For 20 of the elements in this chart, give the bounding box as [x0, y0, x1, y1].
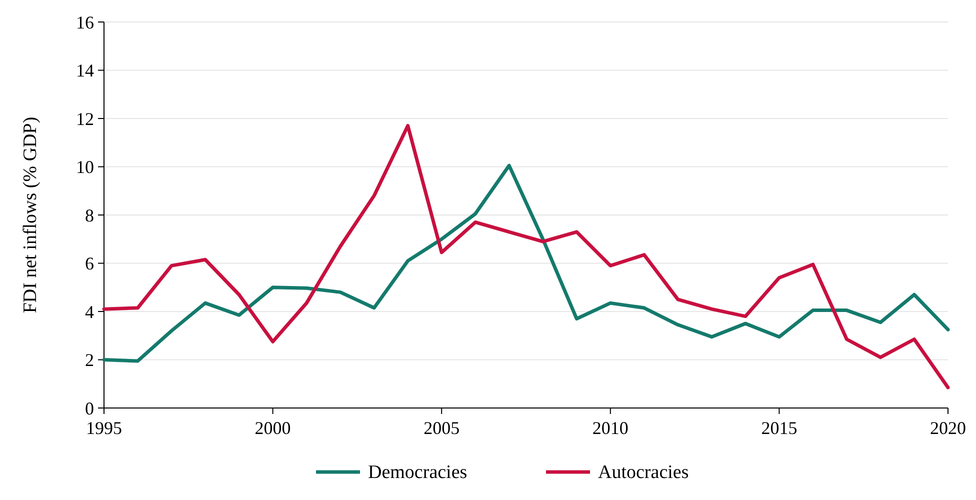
y-axis-title: FDI net inflows (% GDP) [20, 116, 41, 314]
y-tick-label: 4 [85, 302, 94, 322]
line-series [102, 164, 950, 363]
y-tick-label: 12 [76, 108, 94, 129]
y-tick-label: 16 [76, 12, 94, 32]
x-tick-label: 2010 [592, 418, 628, 438]
y-tick-label: 8 [85, 205, 94, 226]
legend-label: Autocracies [598, 462, 689, 483]
y-tick-label: 0 [85, 398, 94, 418]
y-tick-label: 14 [76, 60, 94, 81]
y-tick-label: 2 [85, 350, 94, 370]
legend-label: Democracies [368, 462, 468, 483]
x-tick-label: 2020 [930, 418, 966, 438]
y-tick-label: 10 [76, 157, 94, 178]
line-series [102, 124, 950, 390]
x-tick-label: 2005 [424, 418, 460, 438]
x-tick-label: 2000 [254, 418, 291, 438]
x-tick-label: 1995 [86, 418, 122, 438]
y-tick-label: 6 [85, 254, 94, 274]
x-tick-label: 2015 [761, 418, 798, 438]
